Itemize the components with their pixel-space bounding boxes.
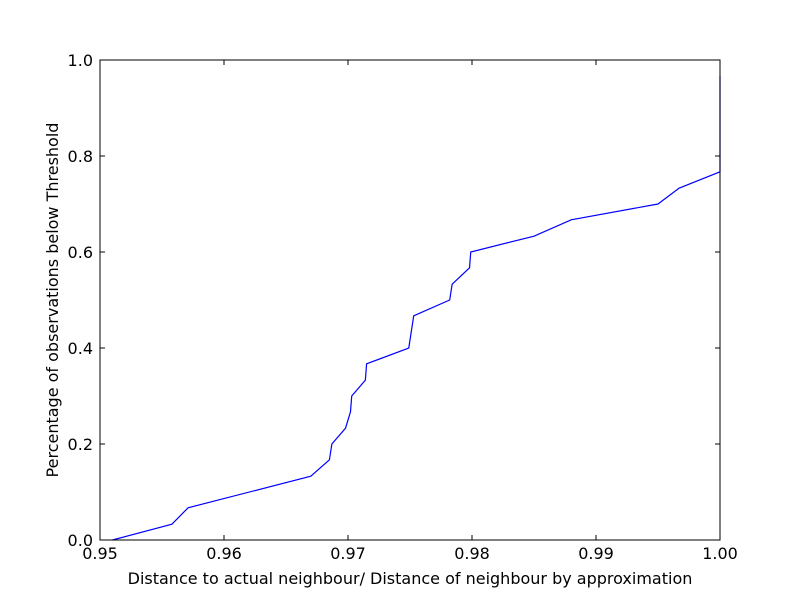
y-tick-label: 0.0 [68,531,93,550]
series-line [112,75,721,541]
x-tick-label: 0.98 [454,544,490,563]
x-tick-label: 0.95 [82,544,118,563]
plot-area-frame [99,59,721,541]
y-tick-label: 0.2 [68,435,93,454]
y-tick-label: 1.0 [68,51,93,70]
ticks-layer: 0.95 0.96 0.97 0.98 0.99 1.00 0.0 0.2 0.4 0.6 0.8 1… [68,51,738,563]
x-tick-label: 0.96 [206,544,242,563]
x-tick-label: 0.97 [330,544,366,563]
y-axis-label: Percentage of observations below Thresho… [43,123,62,478]
x-axis-label: Distance to actual neighbour/ Distance o… [128,569,693,588]
x-tick-label: 0.99 [578,544,614,563]
series-layer [112,75,721,541]
y-tick-label: 0.6 [68,243,93,262]
y-tick-label: 0.4 [68,339,93,358]
x-tick-label: 1.00 [702,544,738,563]
y-tick-label: 0.8 [68,147,93,166]
